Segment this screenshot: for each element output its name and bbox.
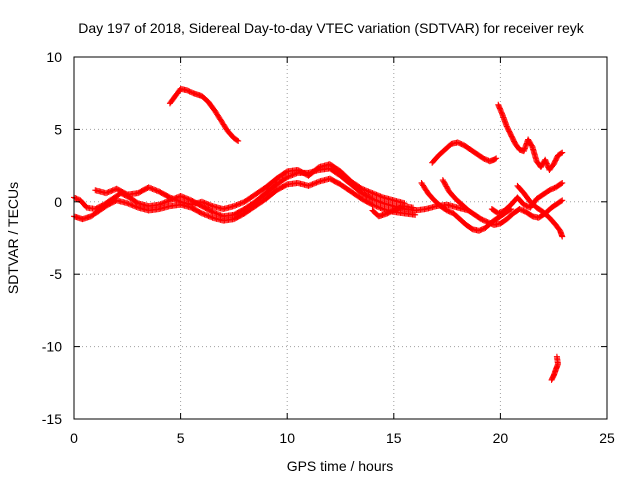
data-point bbox=[519, 207, 526, 214]
series-track-l bbox=[548, 353, 561, 383]
tick-layer: 0 5 10 15 20 25 -15 -10 -5 0 5 10 bbox=[42, 49, 615, 446]
data-point bbox=[443, 183, 450, 190]
data-point bbox=[547, 186, 554, 193]
data-point bbox=[481, 155, 488, 162]
data-point bbox=[499, 208, 506, 215]
data-point bbox=[441, 180, 448, 187]
data-point bbox=[454, 139, 461, 146]
data-point bbox=[523, 202, 530, 209]
y-tick-label: -15 bbox=[42, 411, 62, 427]
data-point bbox=[185, 87, 192, 94]
data-point bbox=[479, 216, 486, 223]
data-point bbox=[457, 140, 464, 147]
data-point bbox=[479, 226, 486, 233]
data-point bbox=[478, 226, 485, 233]
data-point bbox=[476, 227, 483, 234]
data-point bbox=[493, 155, 500, 162]
series-track-i bbox=[514, 182, 566, 240]
data-point bbox=[445, 208, 452, 215]
data-point bbox=[72, 195, 79, 202]
data-point bbox=[548, 186, 555, 193]
series-track-k bbox=[369, 203, 416, 220]
data-point bbox=[187, 89, 194, 96]
data-point bbox=[442, 182, 449, 189]
series-track-e bbox=[429, 139, 500, 166]
data-point bbox=[186, 88, 193, 95]
data-point bbox=[73, 195, 80, 202]
data-point bbox=[74, 196, 81, 203]
data-point bbox=[495, 210, 502, 217]
data-point bbox=[440, 178, 447, 185]
data-point bbox=[558, 150, 565, 157]
x-tick-label: 20 bbox=[493, 430, 509, 446]
data-point bbox=[235, 137, 242, 144]
data-point bbox=[517, 206, 524, 213]
data-point bbox=[480, 217, 487, 224]
series-track-f bbox=[495, 101, 566, 173]
data-point bbox=[559, 197, 566, 204]
x-tick-label: 5 bbox=[177, 430, 185, 446]
data-point bbox=[458, 141, 465, 148]
y-axis-label: SDTVAR / TECUs bbox=[5, 182, 21, 294]
data-layer bbox=[71, 85, 566, 383]
data-point bbox=[550, 185, 557, 192]
data-point bbox=[447, 209, 454, 216]
x-tick-label: 15 bbox=[386, 430, 402, 446]
data-point bbox=[409, 204, 416, 211]
data-point bbox=[522, 202, 529, 209]
data-point bbox=[516, 206, 523, 213]
chart-title: Day 197 of 2018, Sidereal Day-to-day VTE… bbox=[78, 20, 584, 36]
data-point bbox=[477, 227, 484, 234]
data-point bbox=[483, 218, 490, 225]
data-point bbox=[480, 155, 487, 162]
y-tick-label: -5 bbox=[50, 266, 63, 282]
data-point bbox=[558, 180, 565, 187]
data-point bbox=[446, 208, 453, 215]
series-track-h bbox=[418, 179, 515, 234]
data-point bbox=[441, 179, 448, 186]
data-point bbox=[439, 177, 446, 184]
x-tick-label: 0 bbox=[70, 430, 78, 446]
data-point bbox=[520, 201, 527, 208]
data-point bbox=[546, 187, 553, 194]
data-point bbox=[444, 207, 451, 214]
data-point bbox=[520, 207, 527, 214]
data-point bbox=[412, 211, 419, 218]
data-point bbox=[183, 87, 190, 94]
x-axis-label: GPS time / hours bbox=[287, 458, 394, 474]
series-track-c bbox=[92, 161, 408, 213]
data-point bbox=[558, 198, 565, 205]
data-point bbox=[496, 209, 503, 216]
data-point bbox=[559, 179, 566, 186]
data-point bbox=[482, 217, 489, 224]
y-tick-label: 0 bbox=[54, 194, 62, 210]
data-point bbox=[482, 156, 489, 163]
x-tick-label: 10 bbox=[279, 430, 295, 446]
data-point bbox=[559, 149, 566, 156]
data-point bbox=[444, 186, 451, 193]
y-tick-label: -10 bbox=[42, 339, 62, 355]
data-point bbox=[234, 137, 241, 144]
data-point bbox=[444, 184, 451, 191]
y-tick-label: 10 bbox=[46, 49, 62, 65]
data-point bbox=[559, 233, 566, 240]
x-tick-label: 25 bbox=[599, 430, 615, 446]
plot-frame bbox=[73, 56, 608, 420]
series-track-b bbox=[71, 175, 419, 224]
data-point bbox=[497, 209, 504, 216]
series-track-j bbox=[488, 179, 566, 217]
series-track-d bbox=[166, 85, 242, 144]
data-point bbox=[492, 156, 499, 163]
y-tick-label: 5 bbox=[54, 121, 62, 137]
data-point bbox=[553, 353, 560, 360]
data-point bbox=[456, 140, 463, 147]
data-point bbox=[478, 216, 485, 223]
